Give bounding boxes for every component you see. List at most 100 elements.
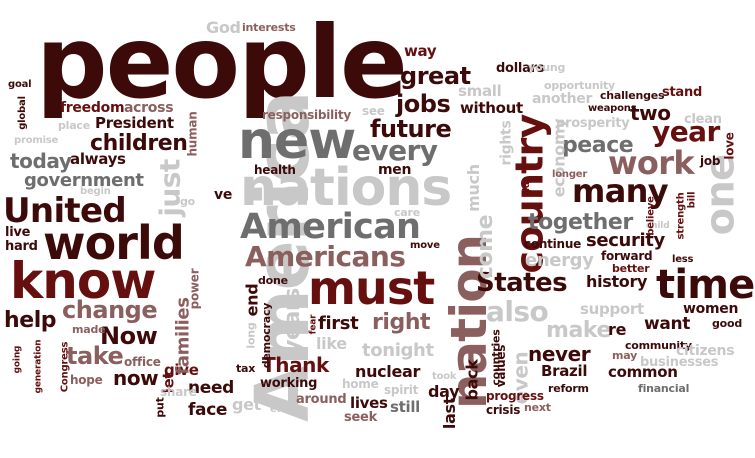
word: responsibility	[262, 108, 351, 122]
word: new	[238, 111, 356, 171]
word: stand	[662, 85, 702, 100]
word: office	[124, 355, 161, 369]
word: forward	[601, 249, 653, 263]
word: give	[164, 361, 199, 379]
word: love	[722, 132, 737, 160]
word: made	[72, 323, 106, 336]
word: President	[95, 114, 174, 132]
word: opportunity	[544, 79, 615, 92]
word: freedom	[60, 100, 125, 116]
word: old	[522, 181, 533, 198]
word: reform	[548, 382, 589, 395]
word: just	[153, 159, 187, 217]
word: want	[644, 314, 691, 334]
word: security	[586, 230, 665, 251]
word: dollars	[496, 61, 545, 76]
word: need	[188, 378, 234, 398]
word: end	[242, 283, 262, 317]
word: share	[160, 385, 197, 399]
word: place	[58, 119, 90, 132]
word: prosperity	[556, 116, 630, 131]
word: seek	[344, 410, 377, 425]
word: hope	[70, 373, 103, 387]
word: clean	[684, 112, 722, 127]
word: together	[528, 210, 633, 235]
word: values	[494, 344, 509, 388]
word: common	[608, 363, 678, 381]
word: people	[36, 4, 408, 121]
word: know	[10, 252, 156, 310]
word: next	[524, 401, 551, 414]
word: promise	[14, 135, 59, 146]
word: fear	[308, 314, 319, 335]
word: year	[652, 115, 720, 148]
word: businesses	[640, 355, 719, 370]
word: lives	[350, 394, 388, 412]
word: tonight	[362, 340, 434, 361]
word: democracy	[260, 302, 274, 369]
word: global	[16, 96, 28, 130]
word: care	[394, 206, 420, 219]
word: citizens	[676, 343, 735, 359]
word: much	[463, 164, 483, 212]
word: community	[625, 339, 692, 352]
word: crisis	[486, 403, 521, 417]
word: jobs	[396, 90, 451, 118]
word: working	[260, 376, 318, 391]
word: face	[188, 400, 228, 420]
word: get	[232, 395, 261, 414]
word: Congress	[59, 341, 71, 393]
word: live	[5, 225, 31, 240]
word: children	[90, 131, 188, 156]
word: like	[316, 334, 347, 353]
word: ve	[214, 187, 233, 203]
word: re	[608, 320, 627, 339]
word: strength	[675, 192, 687, 240]
word: begin	[80, 186, 111, 197]
word: many	[572, 172, 669, 210]
word: government	[24, 170, 144, 191]
word: without	[460, 99, 523, 117]
word: around	[296, 392, 347, 407]
word: always	[70, 150, 126, 168]
word: world	[43, 216, 185, 270]
word: move	[410, 240, 440, 251]
word: day	[428, 382, 460, 401]
word: still	[390, 398, 421, 416]
word: job	[700, 154, 721, 168]
word: Brazil	[541, 362, 588, 380]
word: interests	[242, 21, 296, 34]
word: years	[279, 288, 305, 354]
word: effort	[270, 404, 301, 415]
word: women	[683, 301, 739, 317]
word: peace	[562, 133, 634, 158]
word: took	[432, 371, 457, 382]
word: last	[440, 396, 460, 430]
word: nuclear	[355, 362, 421, 381]
word: future	[370, 115, 452, 143]
word: help	[4, 308, 57, 333]
word: may	[612, 349, 638, 362]
word: nations	[240, 158, 452, 218]
word: Americans	[245, 240, 406, 273]
word: States	[476, 268, 568, 298]
word: put	[153, 397, 167, 418]
word: human	[185, 111, 200, 157]
word: believe	[645, 196, 657, 236]
word: back	[462, 359, 482, 401]
word: goal	[8, 79, 32, 90]
word: support	[580, 300, 644, 318]
word: now	[113, 366, 159, 390]
word: less	[672, 254, 694, 265]
word: take	[66, 342, 124, 370]
word: weapons	[588, 103, 637, 114]
word: longer	[552, 169, 588, 180]
word: right	[372, 310, 431, 335]
word: challenges	[600, 89, 665, 102]
word: bill	[686, 191, 698, 209]
word: history	[586, 272, 648, 291]
word: Thank	[262, 353, 329, 377]
word: time	[656, 262, 755, 308]
word: great	[400, 62, 471, 90]
word: tax	[236, 362, 256, 375]
